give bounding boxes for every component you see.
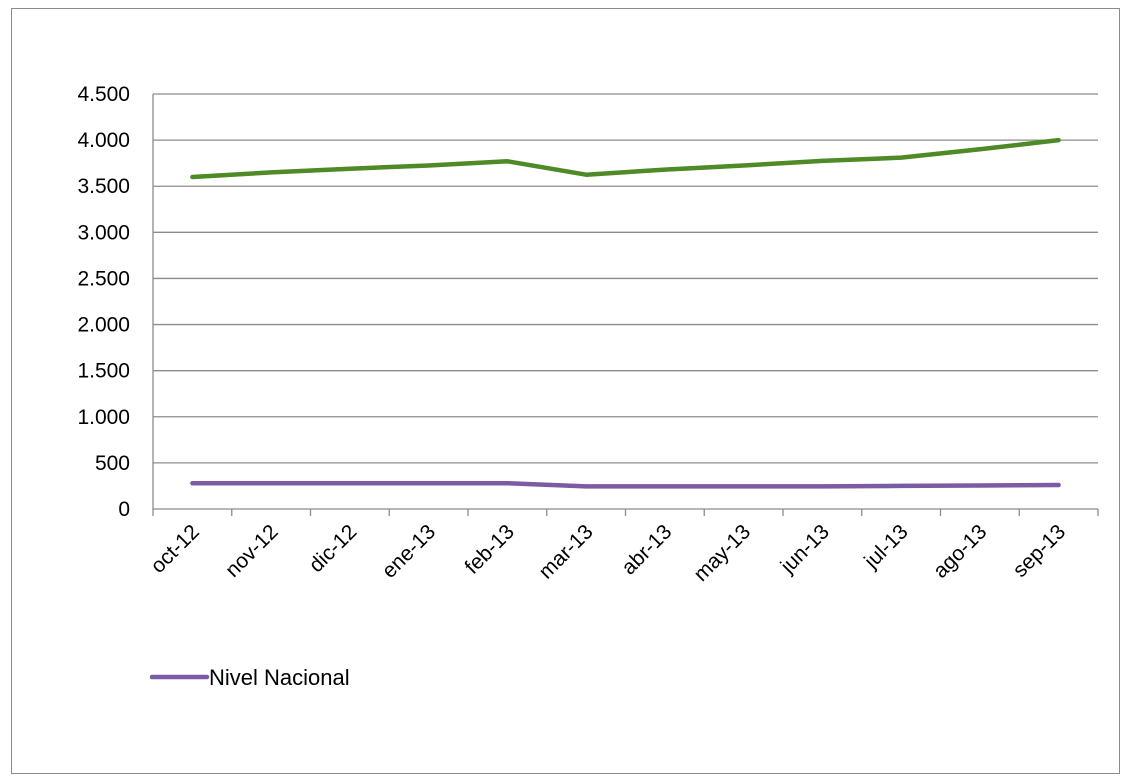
x-tick-label: mar-13 xyxy=(534,520,597,583)
axes xyxy=(152,94,1099,516)
chart-area xyxy=(11,8,1120,774)
x-tick-label: dic-12 xyxy=(305,520,362,577)
series-line-1 xyxy=(190,480,1061,489)
x-tick-label: nov-12 xyxy=(221,520,283,582)
x-tick-label: abr-13 xyxy=(617,520,676,579)
y-tick-label: 1.000 xyxy=(77,406,130,429)
y-tick-label: 2.500 xyxy=(77,267,130,290)
y-tick-label: 1.500 xyxy=(77,360,130,383)
y-tick-label: 500 xyxy=(95,452,130,475)
grid-lines xyxy=(153,93,1098,464)
y-tick-label: 2.000 xyxy=(77,314,130,337)
series-lines xyxy=(190,137,1061,489)
y-axis-ticks: 0 500 1.000 1.500 2.000 2.500 3.000 3.500 4.000 4… xyxy=(77,83,130,521)
x-tick-label: oct-12 xyxy=(146,520,204,578)
x-tick-label: sep-13 xyxy=(1008,520,1070,582)
x-tick-label: may-13 xyxy=(689,520,755,586)
legend-label: Nivel Nacional xyxy=(209,665,350,690)
series-line-0 xyxy=(190,137,1061,180)
x-tick-label: ago-13 xyxy=(929,520,992,583)
y-tick-label: 3.500 xyxy=(77,175,130,198)
y-tick-label: 0 xyxy=(118,498,130,521)
legend: Nivel Nacional xyxy=(149,665,350,690)
x-tick-label: jun-13 xyxy=(776,520,834,578)
y-tick-label: 3.000 xyxy=(77,221,130,244)
x-axis-ticks: oct-12 nov-12 dic-12 ene-13 feb-13 mar-13 abr-… xyxy=(146,520,1070,586)
y-tick-label: 4.000 xyxy=(77,129,130,152)
x-tick-label: feb-13 xyxy=(461,520,519,578)
x-tick-label: jul-13 xyxy=(859,520,912,573)
y-tick-label: 4.500 xyxy=(77,83,130,106)
x-tick-label: ene-13 xyxy=(378,520,441,583)
